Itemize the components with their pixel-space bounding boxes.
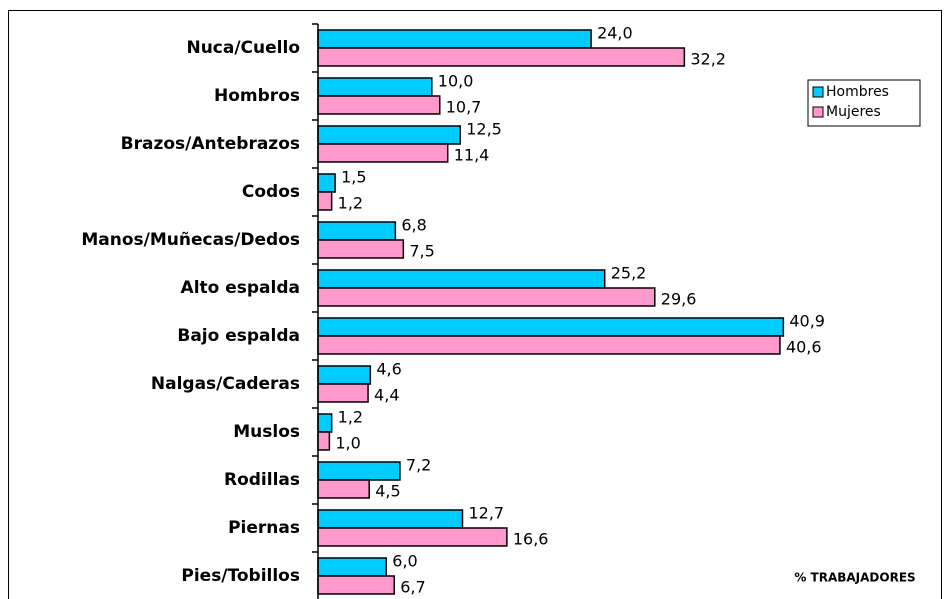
value-label: 4,4 (374, 386, 399, 405)
value-label: 29,6 (661, 290, 697, 309)
value-label: 6,8 (401, 216, 426, 235)
value-label: 11,4 (454, 146, 490, 165)
bar (317, 125, 461, 145)
value-label: 1,0 (335, 434, 360, 453)
annotation: % TRABAJADORES (794, 571, 915, 585)
y-tick-label: Nalgas/Caderas (151, 374, 300, 394)
value-label: 10,7 (446, 98, 482, 117)
bar (317, 221, 397, 241)
bar (317, 191, 333, 211)
bar (317, 77, 433, 97)
bar (317, 317, 785, 337)
y-tick-label: Nuca/Cuello (186, 38, 300, 58)
value-label: 12,5 (466, 120, 502, 139)
y-tick-label: Bajo espalda (177, 326, 300, 346)
value-label: 12,7 (468, 504, 504, 523)
legend-swatch (812, 86, 824, 98)
bar (317, 173, 336, 193)
bar (317, 335, 781, 355)
bar (317, 239, 405, 259)
value-label: 1,2 (338, 408, 363, 427)
legend-box (807, 79, 921, 127)
bar (317, 575, 395, 595)
value-label: 40,6 (786, 338, 822, 357)
legend-label: Mujeres (826, 104, 881, 120)
bar (317, 461, 401, 481)
value-label: 6,0 (392, 552, 417, 571)
y-tick-label: Alto espalda (181, 278, 300, 298)
value-label: 24,0 (597, 24, 633, 43)
value-label: 4,6 (376, 360, 401, 379)
y-tick-label: Rodillas (224, 470, 300, 490)
bar (317, 365, 372, 385)
bar (317, 431, 331, 451)
legend-swatch (812, 106, 824, 118)
value-label: 16,6 (513, 530, 549, 549)
value-label: 25,2 (611, 264, 647, 283)
bar (317, 527, 508, 547)
value-label: 4,5 (375, 482, 400, 501)
legend-label: Hombres (826, 84, 889, 100)
bar (317, 383, 369, 403)
y-tick-label: Piernas (228, 518, 300, 538)
value-label: 1,5 (341, 168, 366, 187)
value-label: 32,2 (690, 50, 726, 69)
value-label: 40,9 (789, 312, 825, 331)
value-label: 10,0 (438, 72, 474, 91)
bar (317, 557, 388, 577)
bar (317, 29, 592, 49)
bar (317, 509, 464, 529)
bar (317, 269, 606, 289)
value-label: 1,2 (338, 194, 363, 213)
y-tick-label: Muslos (233, 422, 300, 442)
bar (317, 143, 449, 163)
value-label: 6,7 (400, 578, 425, 597)
value-label: 7,2 (406, 456, 431, 475)
chart-border (8, 10, 942, 599)
bar (317, 479, 370, 499)
y-tick-label: Manos/Muñecas/Dedos (81, 230, 300, 250)
bar (317, 95, 441, 115)
value-label: 7,5 (409, 242, 434, 261)
bar (317, 413, 333, 433)
bar (317, 47, 686, 67)
y-tick-label: Codos (242, 182, 300, 202)
y-tick-label: Pies/Tobillos (181, 566, 300, 586)
y-tick-label: Hombros (214, 86, 300, 106)
y-tick-label: Brazos/Antebrazos (121, 134, 300, 154)
bar (317, 287, 656, 307)
